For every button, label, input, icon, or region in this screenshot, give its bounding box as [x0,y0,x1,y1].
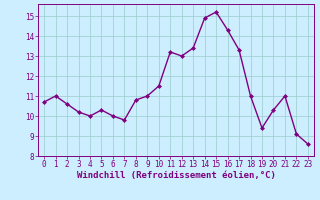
X-axis label: Windchill (Refroidissement éolien,°C): Windchill (Refroidissement éolien,°C) [76,171,276,180]
